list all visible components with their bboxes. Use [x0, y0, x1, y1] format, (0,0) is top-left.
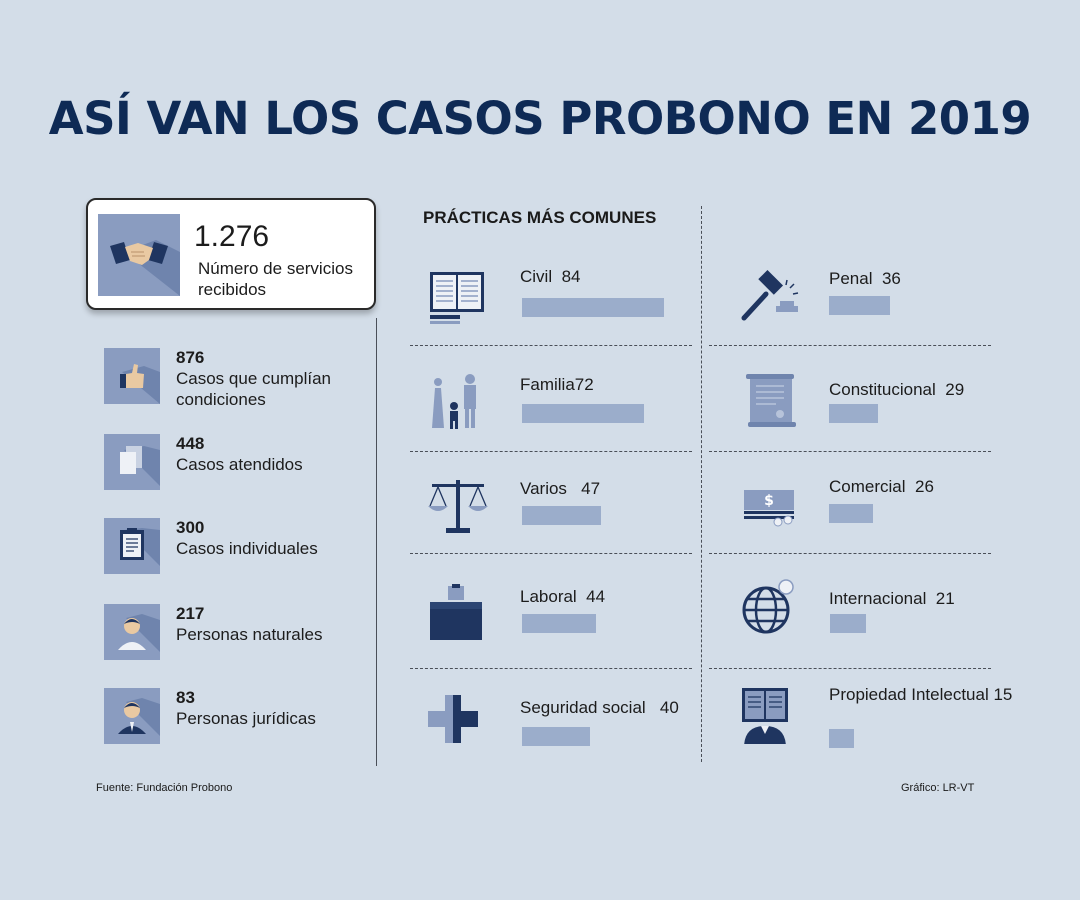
intellectual-property-icon	[740, 684, 800, 748]
page-title: ASÍ VAN LOS CASOS PROBONO EN 2019	[48, 92, 1032, 145]
row-divider	[410, 345, 692, 346]
scroll-icon	[740, 372, 800, 432]
businessperson-icon	[104, 688, 160, 744]
bar-constitucional	[829, 404, 878, 423]
section-title: PRÁCTICAS MÁS COMUNES	[423, 208, 657, 227]
column-divider-dashed	[701, 206, 702, 762]
category-label: Laboral 44	[520, 587, 606, 606]
column-divider	[376, 318, 377, 766]
row-divider	[709, 451, 991, 452]
category-label: Constitucional 29	[829, 380, 965, 399]
category-label: Comercial 26	[829, 477, 934, 496]
person-icon	[104, 604, 160, 660]
stat-label: Casos que cumplían condiciones	[176, 369, 331, 409]
handshake-icon	[98, 214, 180, 296]
stat-label: Personas naturales	[176, 625, 323, 644]
row-divider	[709, 668, 991, 669]
medical-cross-icon	[428, 695, 488, 755]
bar-comercial	[829, 504, 873, 523]
bar-civil	[522, 298, 664, 317]
book-icon	[428, 266, 488, 326]
bar-penal	[829, 296, 890, 315]
category-label: Internacional 21	[829, 589, 955, 608]
stat-label: Casos individuales	[176, 539, 318, 558]
stat-item: 876 Casos que cumplían condiciones	[104, 348, 374, 409]
row-divider	[410, 553, 692, 554]
stat-item: 83 Personas jurídicas	[104, 688, 374, 748]
stat-value: 300	[176, 518, 205, 537]
stat-value: 448	[176, 434, 205, 453]
category-label: Seguridad social 40	[520, 698, 679, 717]
bar-familia	[522, 404, 644, 423]
category-label: Penal 36	[829, 269, 901, 288]
row-divider	[709, 345, 991, 346]
feature-card: 1.276 Número de servicios recibidos	[86, 198, 376, 310]
gavel-icon	[740, 266, 800, 326]
thumbs-up-icon	[104, 348, 160, 404]
bar-laboral	[522, 614, 596, 633]
row-divider	[410, 668, 692, 669]
money-icon: $	[740, 474, 800, 534]
stat-item: 448 Casos atendidos	[104, 434, 374, 494]
svg-text:$: $	[764, 493, 774, 509]
stat-label: Personas jurídicas	[176, 709, 316, 728]
feature-value: 1.276	[194, 220, 270, 253]
row-divider	[410, 451, 692, 452]
stat-label: Casos atendidos	[176, 455, 303, 474]
stat-item: 217 Personas naturales	[104, 604, 374, 664]
credit-note: Gráfico: LR-VT	[901, 782, 975, 794]
stat-item: 300 Casos individuales	[104, 518, 374, 578]
bar-seguridad-social	[522, 727, 590, 746]
scales-icon	[428, 474, 488, 534]
stat-value: 83	[176, 688, 195, 707]
family-icon	[428, 372, 488, 432]
category-label: Familia72	[520, 375, 594, 394]
source-note: Fuente: Fundación Probono	[96, 782, 233, 794]
category-label: Varios 47	[520, 479, 601, 498]
stat-value: 876	[176, 348, 205, 367]
bar-internacional	[830, 614, 866, 633]
bar-varios	[522, 506, 601, 525]
stat-value: 217	[176, 604, 205, 623]
feature-label: Número de servicios recibidos	[198, 259, 353, 299]
briefcase-icon	[428, 584, 488, 644]
documents-icon	[104, 434, 160, 490]
row-divider	[709, 553, 991, 554]
category-label: Propiedad Intelectual 15	[829, 685, 1013, 704]
bar-propiedad-intelectual	[829, 729, 854, 748]
globe-icon	[740, 578, 800, 638]
category-label: Civil 84	[520, 267, 581, 286]
clipboard-icon	[104, 518, 160, 574]
